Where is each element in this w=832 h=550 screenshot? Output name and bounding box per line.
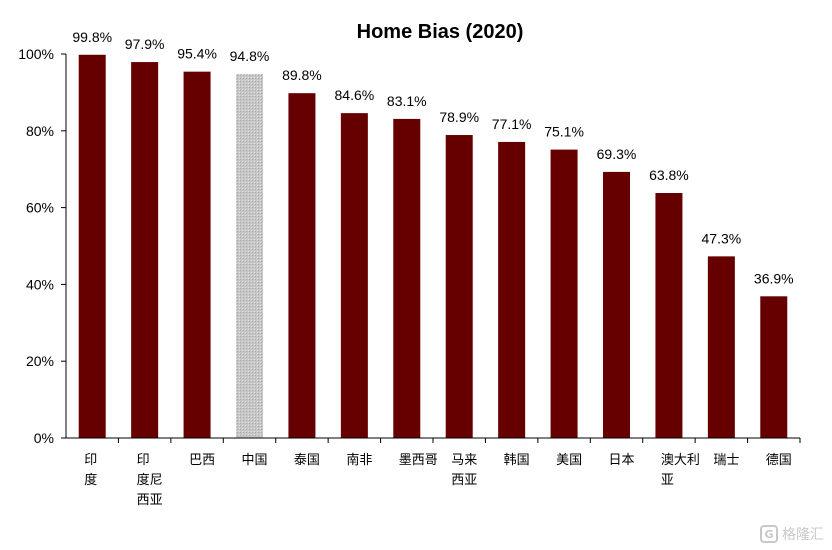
data-label-9: 75.1%: [544, 124, 584, 140]
data-label-4: 89.8%: [282, 67, 322, 83]
y-tick-label: 80%: [26, 123, 54, 139]
x-tick-label-11: 澳大利亚: [661, 452, 700, 488]
x-tick-label-1: 印度尼西亚: [137, 453, 163, 508]
x-tick-label-10: 日本: [609, 453, 635, 468]
bar-7: [445, 135, 473, 439]
x-tick-label-5: 南非: [346, 452, 372, 468]
bar-11: [655, 193, 683, 438]
x-tick-label-12: 瑞士: [713, 453, 739, 468]
data-label-3: 94.8%: [230, 48, 270, 64]
x-tick-label-4: 泰国: [294, 453, 320, 468]
data-label-10: 69.3%: [597, 146, 637, 162]
x-tick-label-2: 巴西: [189, 453, 215, 468]
y-axis: 0% 20% 40% 60% 80% 100%: [18, 46, 67, 446]
watermark-text: 格隆汇: [782, 527, 824, 543]
x-tick-label-0: 印度: [84, 453, 97, 488]
data-label-8: 77.1%: [492, 116, 532, 132]
data-label-2: 95.4%: [177, 46, 217, 62]
y-tick-label: 100%: [18, 46, 54, 62]
data-label-6: 83.1%: [387, 93, 427, 109]
bar-10: [603, 171, 630, 438]
data-label-12: 47.3%: [702, 230, 742, 246]
x-tick-label-8: 韩国: [504, 453, 530, 468]
data-label-11: 63.8%: [649, 167, 689, 183]
chart-title: Home Bias (2020): [357, 21, 524, 43]
bar-1: [131, 62, 159, 439]
data-label-1: 97.9%: [125, 36, 165, 52]
bar-13: [760, 296, 788, 438]
y-tick-label: 40%: [26, 276, 54, 292]
y-tick-label: 0%: [34, 430, 54, 446]
y-tick-label: 60%: [26, 200, 54, 216]
data-label-13: 36.9%: [754, 270, 794, 286]
bar-5: [340, 113, 368, 439]
x-tick-label-9: 美国: [556, 453, 582, 468]
watermark: G 格隆汇: [760, 524, 824, 544]
bar-3: [236, 73, 263, 438]
x-tick-label-3: 中国: [242, 453, 268, 468]
data-label-5: 84.6%: [335, 87, 375, 103]
bar-8: [498, 141, 526, 438]
data-label-7: 78.9%: [439, 109, 479, 125]
data-label-0: 99.8%: [72, 29, 112, 45]
bar-0: [78, 54, 106, 438]
value-labels: 99.8% 97.9% 95.4% 94.8% 89.8% 84.6% 83.1% 78.9%…: [72, 29, 793, 287]
watermark-logo-icon: G: [760, 525, 778, 543]
bars: [78, 54, 788, 439]
bar-4: [288, 93, 316, 438]
x-tick-label-13: 德国: [766, 453, 792, 468]
bar-6: [393, 118, 421, 439]
bar-12: [707, 256, 735, 438]
x-tick-label-7: 马来西亚: [451, 453, 477, 488]
y-tick-label: 20%: [26, 353, 54, 369]
bar-2: [183, 71, 211, 438]
bar-9: [550, 149, 578, 438]
x-tick-label-6: 墨西哥: [399, 453, 438, 468]
